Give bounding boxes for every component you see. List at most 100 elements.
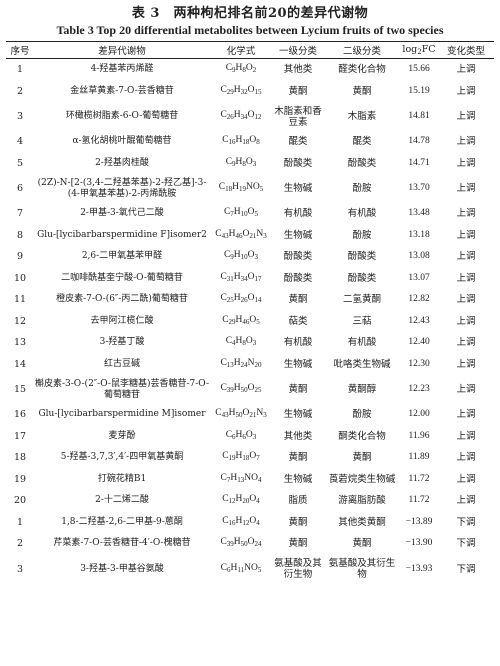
- cell-metabolite: 环橄榄树脂素-6-O-葡萄糖苷: [65, 111, 179, 121]
- cell-formula: C18H19NO5: [218, 182, 264, 193]
- cell-class1: 酚酸类: [283, 157, 313, 169]
- cell-class2: 黄酮: [352, 538, 372, 550]
- table-row: 10 二咖啡酰基奎宁酸-O-葡萄糖苷 C31H34O17 酚酸类 酚酸类 13.07 上调: [6, 268, 494, 290]
- cell-log2fc: 14.81: [408, 111, 430, 121]
- cell-metabolite: Glu-[lycibarbarspermidine F]isomer2: [37, 229, 207, 240]
- cell-change: 上调: [456, 111, 476, 122]
- cell-no: 6: [16, 183, 24, 194]
- table-row: 2 金丝草黄素-7-O-芸香糖苷 C29H32O15 黄酮 黄酮 15.19 上调: [6, 81, 494, 103]
- table-header-row: 序号 差异代谢物 化学式 一级分类 二级分类 log2FC 变化类型: [6, 41, 494, 59]
- cell-no: 12: [13, 315, 27, 327]
- table-title-english: Table 3 Top 20 differential metabolites …: [56, 23, 444, 37]
- cell-change: 上调: [456, 229, 476, 241]
- cell-change: 上调: [456, 495, 476, 507]
- cell-change: 下调: [456, 563, 476, 575]
- cell-no: 8: [16, 229, 24, 241]
- cell-no: 2: [16, 85, 24, 97]
- cell-formula: C43H46O21N3: [215, 228, 267, 240]
- cell-metabolite: Glu-[lycibarbarspermidine M]isomer: [38, 409, 206, 420]
- cell-class2: 三萜: [352, 315, 372, 327]
- cell-change: 上调: [456, 430, 476, 442]
- cell-metabolite: 2,6-二甲氧基苯甲醛: [81, 251, 163, 262]
- header-class1: 一级分类: [272, 41, 324, 59]
- cell-log2fc: 13.07: [408, 272, 430, 283]
- cell-formula: C43H50O21N3: [215, 408, 267, 420]
- cell-formula: C39H50O25: [220, 383, 262, 394]
- cell-metabolite: 打碗花精B1: [97, 473, 147, 484]
- cell-formula: C29H46O5: [222, 314, 260, 326]
- cell-log2fc: 12.43: [408, 315, 430, 326]
- table-row: 4 α-氢化胡桃叶醌葡萄糖苷 C16H18O8 醌类 醌类 14.78 上调: [6, 131, 494, 153]
- cell-metabolite: 2-羟基肉桂酸: [95, 157, 149, 168]
- cell-log2fc: 12.82: [408, 294, 430, 305]
- cell-formula: C12H20O4: [222, 494, 260, 506]
- cell-metabolite: 2-甲基-3-氧代己二酸: [80, 208, 164, 219]
- header-no: 序号: [6, 41, 34, 59]
- cell-class2: 醌类: [352, 136, 372, 148]
- cell-no: 3: [16, 563, 24, 575]
- cell-class1: 生物碱: [283, 183, 313, 194]
- table-row: 14 红古豆碱 C13H24N20 生物碱 吡咯类生物碱 12.30 上调: [6, 354, 494, 376]
- cell-metabolite: 橙皮素-7-O-(6″-丙二酰)葡萄糖苷: [56, 294, 188, 305]
- cell-log2fc: 15.66: [408, 64, 430, 75]
- cell-metabolite: 槲皮素-3-O-(2″-O-鼠李糖基)芸香糖苷-7-O-葡萄糖苷: [35, 378, 210, 400]
- cell-formula: C9H8O2: [225, 63, 257, 75]
- cell-class1: 黄酮: [288, 85, 308, 97]
- cell-no: 16: [13, 409, 27, 421]
- cell-no: 14: [13, 358, 27, 370]
- cell-metabolite: 3-羟基-3-甲基谷氨酸: [80, 563, 164, 574]
- cell-change: 上调: [456, 136, 476, 148]
- cell-class1: 其他类: [283, 430, 313, 442]
- table-row: 8 Glu-[lycibarbarspermidine F]isomer2 C43H…: [6, 225, 494, 247]
- cell-change: 上调: [456, 85, 476, 97]
- cell-metabolite: 麦芽酚: [108, 430, 136, 441]
- cell-formula: C7H10O5: [223, 207, 259, 219]
- cell-change: 上调: [456, 337, 476, 349]
- header-metabolite: 差异代谢物: [34, 41, 210, 59]
- cell-no: 1: [16, 516, 24, 528]
- cell-log2fc: −13.93: [405, 563, 433, 574]
- cell-formula: C6H11NO5: [220, 562, 262, 574]
- table-body: 1 4-羟基苯丙烯醛 C9H8O2 其他类 醛类化合物 15.66 上调 2 金丝草黄素-7-O…: [6, 59, 494, 584]
- cell-no: 15: [13, 384, 27, 395]
- cell-change: 上调: [456, 358, 476, 370]
- cell-change: 上调: [456, 452, 476, 464]
- cell-class1: 黄酮: [288, 452, 308, 464]
- cell-no: 11: [13, 294, 27, 306]
- cell-class1: 生物碱: [283, 229, 313, 241]
- cell-class1: 生物碱: [283, 473, 313, 485]
- table-row: 16 Glu-[lycibarbarspermidine M]isomer C43H…: [6, 404, 494, 426]
- cell-class1: 氨基酸及其衍生物: [274, 558, 322, 580]
- cell-class2: 酚胺: [352, 229, 372, 241]
- cell-log2fc: 13.48: [408, 208, 430, 219]
- cell-metabolite: 二咖啡酰基奎宁酸-O-葡萄糖苷: [61, 272, 183, 283]
- cell-class1: 萜类: [288, 315, 308, 327]
- cell-log2fc: 14.71: [408, 157, 430, 168]
- cell-change: 上调: [456, 473, 476, 485]
- cell-change: 上调: [456, 183, 476, 194]
- cell-class2: 其他类黄酮: [338, 516, 386, 528]
- cell-class2: 木脂素: [347, 111, 377, 122]
- table-row: 9 2,6-二甲氧基苯甲醛 C9H10O3 酚酸类 酚酸类 13.08 上调: [6, 246, 494, 268]
- cell-log2fc: 11.72: [408, 495, 430, 506]
- cell-formula: C6H6O3: [225, 429, 257, 441]
- cell-change: 上调: [456, 251, 476, 263]
- cell-formula: C16H12O4: [222, 515, 260, 527]
- table-row: 19 打碗花精B1 C7H13NO4 生物碱 莨菪烷类生物碱 11.72 上调: [6, 469, 494, 491]
- cell-change: 上调: [456, 409, 476, 421]
- table-row: 11 橙皮素-7-O-(6″-丙二酰)葡萄糖苷 C25H26O14 黄酮 二氢黄酮 12.…: [6, 289, 494, 311]
- cell-metabolite: (2Z)-N-[2-(3,4-二羟基苯基)-2-羟乙基]-3-(4-甲氧基苯基)…: [37, 177, 207, 199]
- cell-formula: C9H10O3: [223, 250, 259, 262]
- cell-log2fc: 14.78: [408, 136, 430, 147]
- table-row: 13 3-羟基丁酸 C4H8O3 有机酸 有机酸 12.40 上调: [6, 332, 494, 354]
- cell-no: 5: [16, 157, 24, 169]
- cell-log2fc: −13.90: [405, 538, 433, 549]
- cell-metabolite: 去甲阿江榄仁酸: [90, 315, 154, 326]
- table-row: 12 去甲阿江榄仁酸 C29H46O5 萜类 三萜 12.43 上调: [6, 311, 494, 333]
- cell-change: 下调: [456, 516, 476, 528]
- cell-class2: 二氢黄酮: [342, 294, 381, 306]
- cell-formula: C31H34O17: [220, 271, 262, 283]
- cell-metabolite: 红古豆碱: [103, 358, 140, 369]
- cell-change: 上调: [456, 384, 476, 395]
